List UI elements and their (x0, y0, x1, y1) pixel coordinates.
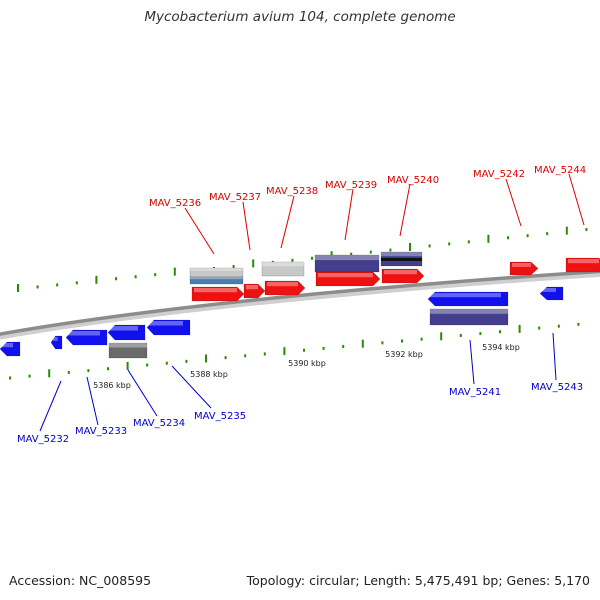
leader-line (242, 201, 251, 251)
scale-label: 5388 kbp (190, 370, 228, 379)
gene-arrow-MAV_5233-highlight (68, 331, 100, 336)
genome-backbone-shadow (0, 269, 600, 340)
gene-labels: MAV_5236 MAV_5237 MAV_5238 MAV_5239 MAV_5240… (17, 165, 586, 445)
label-leader-lines (39, 173, 585, 432)
leader-line (505, 178, 522, 227)
gene-arrow-MAV_5241 (427, 291, 509, 307)
gene-arrow-MAV_5242 (509, 261, 539, 276)
gene-arrow-MAV_5244-highlight (568, 259, 599, 264)
leader-line (127, 369, 158, 417)
accession-text: Accession: NC_008595 (9, 573, 152, 588)
feature-block-5240-stripe (381, 258, 422, 261)
gene-label-MAV_5240: MAV_5240 (387, 175, 439, 186)
gene-label-MAV_5242: MAV_5242 (473, 169, 525, 180)
gene-arrow-MAV_5239-highlight (318, 273, 373, 278)
gene-arrow-MAV_5241-highlight (430, 293, 501, 298)
gene-arrow-MAV_5244 (565, 257, 600, 273)
genome-title: Mycobacterium avium 104, complete genome (144, 9, 456, 25)
gene-label-MAV_5244: MAV_5244 (534, 165, 586, 176)
gene-arrow-MAV_5236-highlight (194, 288, 237, 293)
gene-label-MAV_5232: MAV_5232 (17, 434, 69, 445)
gene-arrow-MAV_5240 (381, 268, 425, 284)
feature-block-5238 (261, 261, 305, 277)
leader-line (280, 195, 295, 249)
gene-arrow-MAV_5232 (0, 341, 21, 357)
leader-line (39, 380, 62, 432)
feature-block-5234 (108, 342, 148, 359)
gene-arrow-MAV_5232b (50, 335, 63, 350)
gene-arrow-MAV_5236 (191, 286, 245, 302)
gene-arrow-MAV_5237 (243, 283, 266, 299)
feature-block-5236-steel (189, 276, 244, 285)
leader-line (469, 339, 475, 385)
gene-label-MAV_5236: MAV_5236 (149, 198, 201, 209)
gene-label-MAV_5235: MAV_5235 (194, 411, 246, 422)
feature-block-5240-highlight (381, 252, 422, 257)
gene-arrow-MAV_5238 (264, 280, 306, 296)
feature-block-5236-grey-highlight (190, 268, 243, 271)
gene-arrow-MAV_5238-highlight (267, 282, 298, 287)
scale-label: 5386 kbp (93, 381, 131, 390)
feature-block-5239 (314, 254, 380, 273)
feature-block-5238-highlight (262, 262, 304, 267)
leader-line (399, 183, 411, 237)
gene-arrow-MAV_5240-highlight (384, 270, 417, 275)
gene-label-MAV_5237: MAV_5237 (209, 192, 261, 203)
feature-block-5241 (429, 308, 509, 326)
gene-arrow-MAV_5234 (107, 324, 146, 341)
feature-block-5239-highlight (315, 255, 379, 261)
gene-label-MAV_5234: MAV_5234 (133, 418, 185, 429)
scale-label: 5390 kbp (288, 359, 326, 368)
gene-arrow-MAV_5232-highlight (2, 343, 13, 348)
feature-track (0, 251, 600, 359)
feature-block-5241-highlight (430, 309, 508, 314)
gene-arrow-MAV_5232b-highlight (53, 337, 58, 341)
gene-label-MAV_5241: MAV_5241 (449, 387, 501, 398)
leader-line (184, 207, 215, 255)
gene-label-MAV_5238: MAV_5238 (266, 186, 318, 197)
gene-arrow-MAV_5242-highlight (512, 263, 531, 267)
gene-arrow-MAV_5233 (65, 329, 108, 346)
gene-label-MAV_5233: MAV_5233 (75, 426, 127, 437)
gene-arrow-MAV_5235 (146, 319, 191, 336)
leader-line (171, 365, 212, 409)
gene-arrow-MAV_5243-highlight (542, 288, 556, 292)
scale-label: 5394 kbp (482, 343, 520, 352)
leader-line (344, 188, 354, 241)
leader-line (552, 332, 557, 381)
leader-line (86, 376, 99, 426)
scale-labels: 5386 kbp 5388 kbp 5390 kbp 5392 kbp 5394 kbp (93, 343, 520, 390)
tick-row-reverse (9, 322, 580, 380)
leader-line (568, 173, 585, 226)
gene-label-MAV_5239: MAV_5239 (325, 180, 377, 191)
gene-arrow-MAV_5235-highlight (149, 321, 183, 326)
feature-block-5236-steel-highlight (190, 277, 243, 280)
gene-label-MAV_5243: MAV_5243 (531, 382, 583, 393)
gene-arrow-MAV_5237-highlight (246, 285, 258, 290)
genome-backbone (0, 269, 600, 336)
gene-arrow-MAV_5234-highlight (110, 326, 138, 331)
scale-label: 5392 kbp (385, 350, 423, 359)
gene-arrow-MAV_5243 (539, 286, 564, 301)
feature-block-5234-highlight (109, 343, 147, 348)
genome-summary-text: Topology: circular; Length: 5,475,491 bp… (246, 573, 590, 588)
